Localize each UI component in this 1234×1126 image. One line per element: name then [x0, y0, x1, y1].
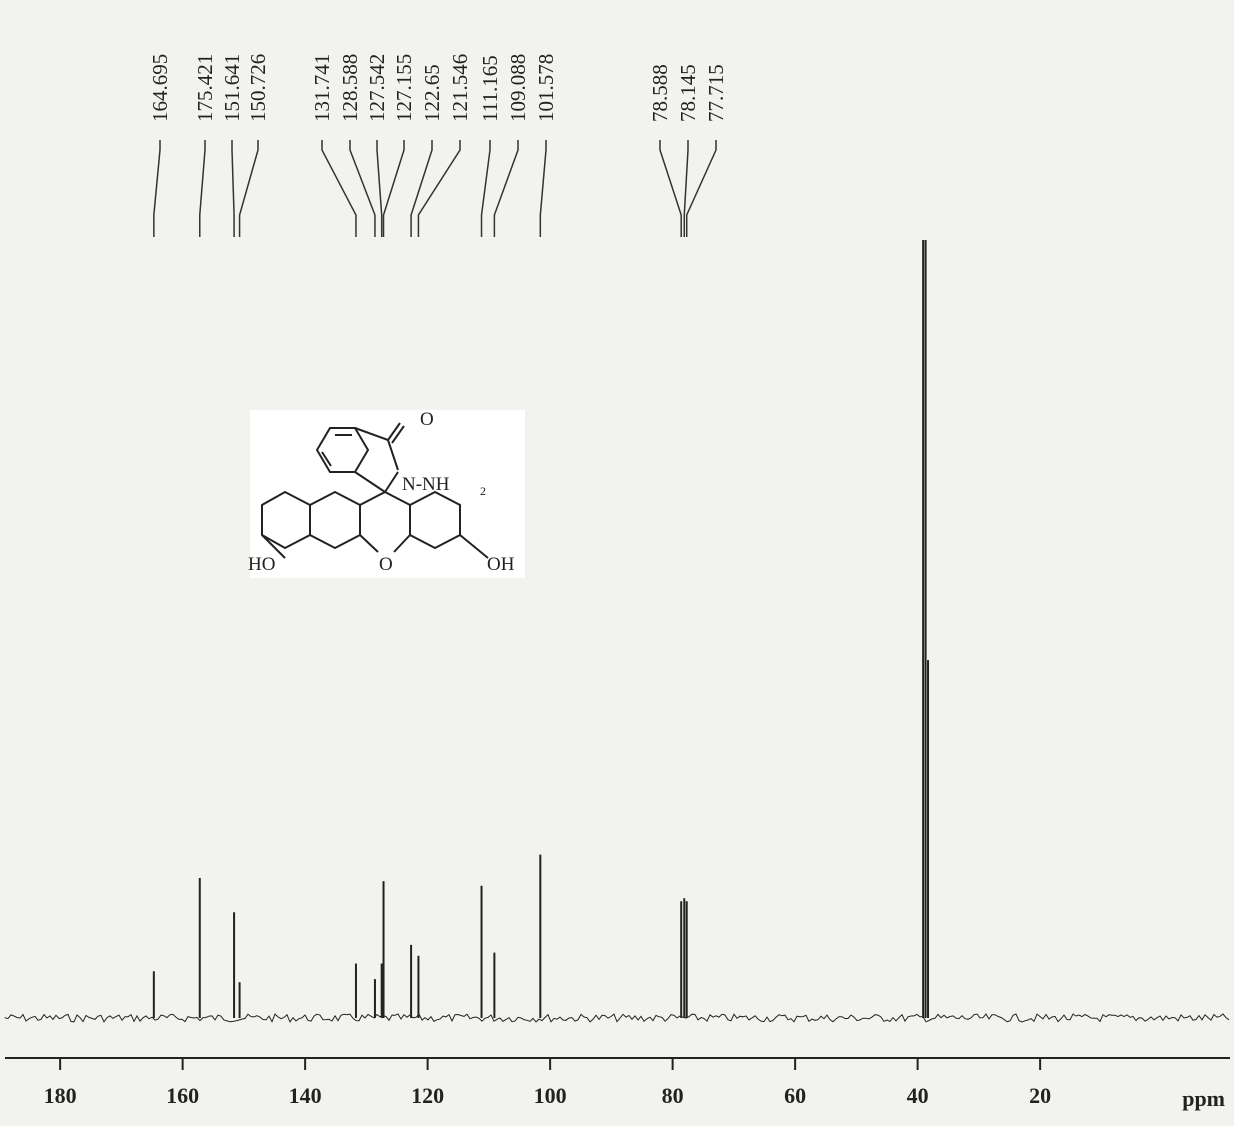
peak-leader	[417, 140, 461, 237]
peak-label: 122.65	[420, 64, 444, 122]
peak-label: 151.641	[220, 54, 244, 122]
x-tick-label: 60	[784, 1083, 806, 1108]
peak-leader	[480, 140, 491, 237]
structure: O N-NH 2 HO O OH	[248, 409, 525, 578]
x-tick-label: 100	[534, 1083, 567, 1108]
structure-label: OH	[487, 554, 515, 575]
peak-label: 127.542	[365, 54, 389, 122]
peak-leader	[410, 140, 433, 237]
peak-leader	[349, 140, 376, 237]
structure-label: N-NH	[402, 474, 450, 495]
peak-label: 127.155	[392, 54, 416, 122]
peak-leader	[376, 140, 383, 237]
peak-label: 164.695	[148, 54, 172, 122]
peak-label: 77.715	[704, 64, 728, 122]
peak-label: 175.421	[193, 54, 217, 122]
peak-leader	[382, 140, 405, 237]
structure-label: O	[420, 409, 434, 430]
baseline-noise	[4, 1013, 1230, 1023]
peak-label: 78.588	[648, 64, 672, 122]
x-tick-label: 80	[662, 1083, 684, 1108]
peak-leader	[539, 140, 547, 237]
peak-leader	[685, 140, 717, 237]
x-tick-label: 160	[166, 1083, 199, 1108]
peak-leader	[659, 140, 682, 237]
peak-leader	[231, 140, 235, 237]
peak-leader	[199, 140, 206, 237]
peak-label: 121.546	[448, 54, 472, 122]
peak-leader	[153, 140, 161, 237]
peak-label: 131.741	[310, 54, 334, 122]
x-axis-label: ppm	[1182, 1086, 1225, 1111]
peak-label: 128.588	[338, 54, 362, 122]
x-tick-label: 120	[411, 1083, 444, 1108]
peak-leader	[493, 140, 519, 237]
x-tick-label: 180	[44, 1083, 77, 1108]
structure-label: HO	[248, 554, 275, 575]
x-tick-label: 40	[907, 1083, 929, 1108]
structure-label: 2	[480, 484, 486, 498]
peak-label: 150.726	[246, 54, 270, 122]
peak-leader	[238, 140, 259, 237]
peak-leader	[321, 140, 357, 237]
peak-label: 101.578	[534, 54, 558, 122]
peak-label: 109.088	[506, 54, 530, 122]
peak-leader	[683, 140, 689, 237]
peak-label: 111.165	[478, 55, 502, 122]
structure-bonds	[261, 422, 489, 559]
structure-label: O	[379, 554, 393, 575]
x-tick-label: 140	[289, 1083, 322, 1108]
peak-label: 78.145	[676, 64, 700, 122]
x-tick-label: 20	[1029, 1083, 1051, 1108]
